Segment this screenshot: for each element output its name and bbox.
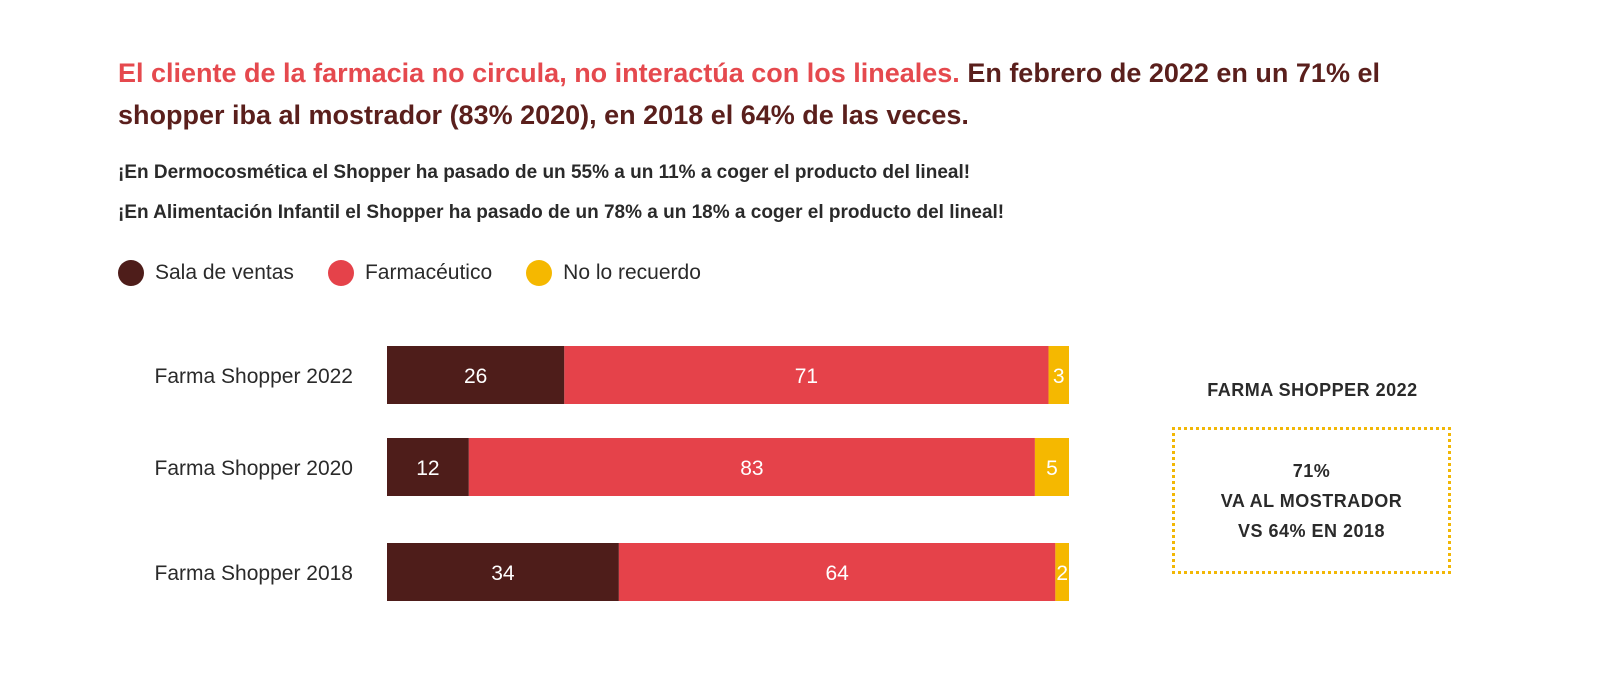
bar-sala-de-ventas-farma-shopper-2018 bbox=[387, 543, 619, 601]
legend-swatch-sala-de-ventas bbox=[118, 260, 144, 286]
category-label-farma-shopper-2018: Farma Shopper 2018 bbox=[155, 562, 353, 585]
legend-item-sala-de-ventas: Sala de ventas bbox=[118, 260, 294, 286]
bar-no-lo-recuerdo-farma-shopper-2020 bbox=[1034, 438, 1069, 496]
bar-farmaceutico-farma-shopper-2020 bbox=[468, 438, 1035, 496]
callout-line-comparison: VS 64% EN 2018 bbox=[1237, 520, 1386, 541]
data-label-no-lo-recuerdo-farma-shopper-2022: 3 bbox=[1053, 365, 1065, 388]
headline-rest: En febrero de 2022 en un 71% el shopper … bbox=[118, 58, 1380, 130]
data-label-no-lo-recuerdo-farma-shopper-2020: 5 bbox=[1046, 457, 1058, 480]
data-label-farmaceutico-farma-shopper-2020: 83 bbox=[740, 457, 763, 480]
legend-label-farmaceutico: Farmacéutico bbox=[364, 261, 493, 284]
data-label-sala-de-ventas-farma-shopper-2020: 12 bbox=[416, 457, 439, 480]
callout-box: 71% VA AL MOSTRADOR VS 64% EN 2018 bbox=[1172, 427, 1451, 574]
bar-no-lo-recuerdo-farma-shopper-2022 bbox=[1048, 346, 1069, 404]
data-label-sala-de-ventas-farma-shopper-2022: 26 bbox=[464, 365, 487, 388]
stacked-bar-chart: Farma Shopper 2022 26 71 3 Farma Shopper 202… bbox=[155, 346, 1069, 601]
category-label-farma-shopper-2022: Farma Shopper 2022 bbox=[155, 365, 353, 388]
headline-accent: El cliente de la farmacia no circula, no… bbox=[118, 58, 960, 88]
callout-line-percent: 71% bbox=[1292, 460, 1331, 481]
bar-sala-de-ventas-farma-shopper-2020 bbox=[387, 438, 469, 496]
legend-label-no-lo-recuerdo: No lo recuerdo bbox=[563, 261, 701, 284]
category-label-farma-shopper-2020: Farma Shopper 2020 bbox=[155, 457, 353, 480]
chart-headline: El cliente de la farmacia no circula, no… bbox=[118, 52, 1418, 136]
legend-item-no-lo-recuerdo: No lo recuerdo bbox=[526, 260, 701, 286]
callout-title: FARMA SHOPPER 2022 bbox=[1207, 380, 1418, 400]
bar-sala-de-ventas-farma-shopper-2022 bbox=[387, 346, 565, 404]
legend-item-farmaceutico: Farmacéutico bbox=[327, 260, 493, 286]
bar-no-lo-recuerdo-farma-shopper-2018 bbox=[1055, 543, 1069, 601]
data-label-farmaceutico-farma-shopper-2022: 71 bbox=[795, 365, 818, 388]
data-label-sala-de-ventas-farma-shopper-2018: 34 bbox=[491, 562, 515, 585]
legend-swatch-no-lo-recuerdo bbox=[526, 260, 553, 286]
legend-swatch-farmaceutico bbox=[327, 260, 354, 286]
callout-line-mostrador: VA AL MOSTRADOR bbox=[1220, 490, 1403, 511]
bar-farmaceutico-farma-shopper-2022 bbox=[564, 346, 1049, 404]
bar-farmaceutico-farma-shopper-2018 bbox=[618, 543, 1056, 601]
data-label-farmaceutico-farma-shopper-2018: 64 bbox=[825, 562, 849, 585]
subline-alimentacion-infantil: ¡En Alimentación Infantil el Shopper ha … bbox=[118, 202, 1005, 223]
chart-legend: Sala de ventas Farmacéutico No lo recuer… bbox=[118, 260, 735, 286]
legend-label-sala-de-ventas: Sala de ventas bbox=[155, 261, 294, 284]
data-label-no-lo-recuerdo-farma-shopper-2018: 2 bbox=[1056, 562, 1068, 585]
subline-dermocosmetica: ¡En Dermocosmética el Shopper ha pasado … bbox=[118, 162, 971, 183]
